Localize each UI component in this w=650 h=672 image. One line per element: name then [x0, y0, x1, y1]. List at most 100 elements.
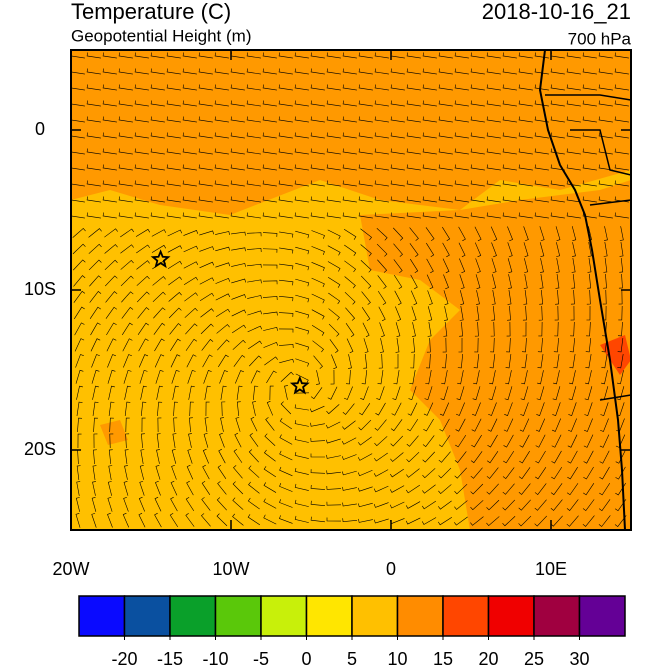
wind-barb	[601, 354, 608, 369]
wind-barb	[438, 100, 453, 107]
wind-barb	[454, 116, 469, 123]
wind-barb	[422, 132, 437, 139]
wind-barb	[201, 513, 211, 527]
wind-barb	[278, 312, 294, 317]
wind-barb	[491, 242, 497, 258]
wind-barb	[507, 258, 513, 273]
wind-barb	[170, 496, 178, 512]
wind-barb	[360, 228, 372, 241]
wind-barb	[519, 434, 530, 448]
wind-barb	[346, 338, 354, 354]
wind-barb	[394, 353, 399, 369]
wind-barb	[518, 180, 533, 187]
wind-barb	[534, 68, 549, 75]
wind-barb	[438, 500, 452, 510]
wind-barb	[102, 116, 117, 123]
wind-barb	[378, 353, 383, 369]
wind-barb	[454, 500, 468, 510]
wind-barb	[534, 483, 547, 495]
wind-barb	[108, 385, 115, 400]
wind-barb	[343, 228, 357, 240]
wind-barb	[328, 323, 340, 337]
wind-barb	[215, 308, 231, 318]
wind-barb	[598, 132, 613, 139]
wind-barb	[202, 464, 210, 480]
wind-barb	[472, 402, 481, 416]
wind-barb	[279, 450, 293, 461]
wind-barb	[357, 470, 373, 477]
wind-barb	[598, 180, 613, 187]
wind-barb	[617, 338, 624, 353]
wind-barb	[141, 433, 145, 449]
wind-barb	[326, 100, 341, 107]
wind-barb	[230, 180, 245, 187]
wind-barb	[121, 322, 133, 336]
wind-barb	[278, 52, 293, 59]
wind-barb	[438, 84, 453, 91]
wind-barb	[584, 370, 592, 385]
wind-barb	[150, 148, 165, 155]
wind-barb	[374, 196, 389, 203]
wind-barb	[312, 340, 324, 353]
wind-barb	[422, 468, 436, 479]
wind-barb	[214, 212, 229, 219]
wind-barb	[571, 226, 577, 241]
wind-barb	[156, 385, 163, 400]
wind-barb	[454, 132, 469, 139]
wind-barb	[279, 483, 293, 492]
wind-barb	[102, 164, 117, 171]
wind-barb	[249, 433, 259, 447]
wind-barb	[587, 242, 592, 257]
wind-barb	[470, 84, 485, 91]
wind-barb	[262, 180, 277, 187]
wind-barb	[550, 100, 565, 107]
wind-barb	[553, 338, 559, 353]
wind-barb	[518, 68, 533, 75]
wind-barb	[198, 84, 213, 91]
wind-barb	[585, 338, 592, 353]
warm-region	[360, 180, 631, 530]
wind-barb	[185, 323, 198, 335]
wind-barb	[152, 276, 166, 286]
wind-barb	[615, 450, 626, 464]
wind-barb	[77, 433, 82, 449]
wind-barb	[199, 277, 215, 285]
wind-barb	[263, 514, 277, 525]
wind-barb	[140, 385, 147, 400]
wind-barb	[362, 322, 370, 338]
wind-barb	[583, 483, 595, 496]
wind-barb	[390, 452, 404, 462]
wind-barb	[502, 164, 517, 171]
wind-barb	[566, 100, 581, 107]
wind-barb	[584, 402, 593, 417]
wind-barb	[310, 484, 326, 490]
wind-barb	[518, 148, 533, 155]
wind-barb	[120, 275, 134, 287]
wind-barb	[102, 196, 117, 203]
colorbar-swatch	[78, 595, 126, 637]
wind-barb	[408, 386, 417, 401]
wind-barb	[134, 116, 149, 123]
wind-barb	[89, 275, 102, 287]
wind-barb	[363, 354, 368, 369]
wind-barb	[136, 291, 150, 303]
wind-barb	[182, 164, 197, 171]
wind-barb	[566, 68, 581, 75]
wind-barb	[310, 196, 325, 203]
wind-barb	[139, 480, 145, 496]
wind-barb	[72, 227, 86, 238]
wind-barb	[358, 436, 372, 446]
wind-barb	[342, 116, 357, 123]
wind-barb	[231, 231, 246, 236]
wind-barb	[474, 321, 479, 337]
wind-barb	[358, 68, 373, 75]
wind-barb	[247, 310, 263, 316]
wind-barb	[326, 68, 341, 75]
wind-barb	[442, 258, 450, 274]
wind-barb	[405, 517, 421, 525]
wind-barb	[182, 68, 197, 75]
wind-barb	[393, 227, 404, 241]
wind-barb	[182, 116, 197, 123]
wind-barb	[182, 212, 197, 219]
wind-barb	[216, 513, 228, 527]
